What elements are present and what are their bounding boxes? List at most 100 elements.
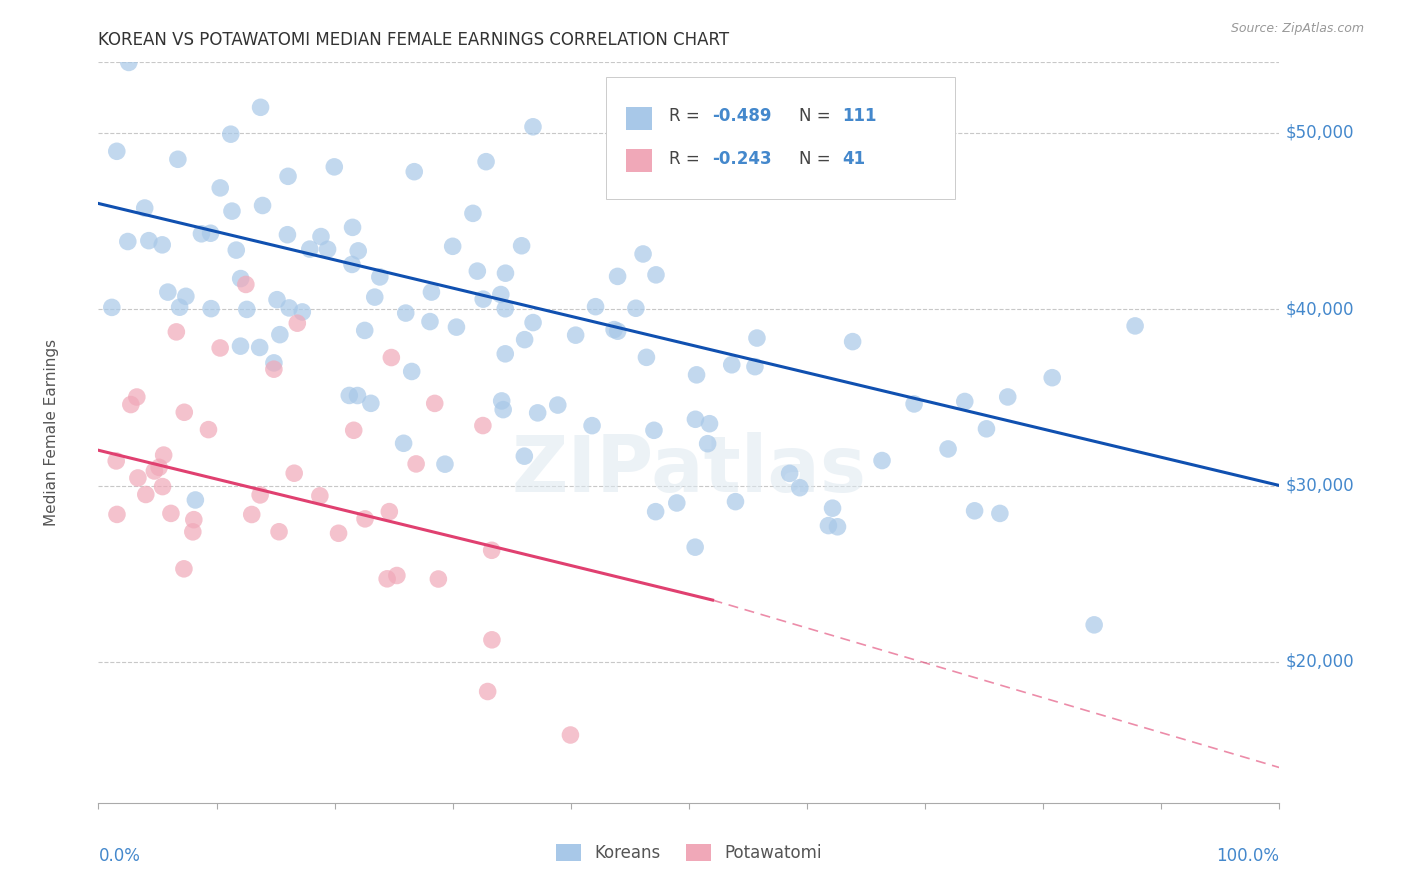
Point <box>105 454 128 468</box>
Point <box>328 526 350 541</box>
Point <box>278 301 301 315</box>
Point <box>174 289 197 303</box>
Point <box>308 489 330 503</box>
Point <box>423 396 446 410</box>
Text: -0.489: -0.489 <box>713 108 772 126</box>
Point <box>105 145 128 159</box>
Point <box>1123 318 1146 333</box>
Point <box>401 364 423 378</box>
Point <box>342 220 364 235</box>
Point <box>526 406 548 420</box>
Point <box>152 480 174 494</box>
Text: $50,000: $50,000 <box>1285 124 1354 142</box>
Point <box>219 127 242 141</box>
Text: 41: 41 <box>842 150 866 168</box>
Point <box>197 423 219 437</box>
Point <box>263 356 285 370</box>
Point <box>323 160 346 174</box>
Point <box>404 164 426 178</box>
Point <box>395 306 418 320</box>
Point <box>225 243 247 257</box>
Text: Median Female Earnings: Median Female Earnings <box>44 339 59 526</box>
Point <box>343 423 366 437</box>
Text: 100.0%: 100.0% <box>1216 847 1279 865</box>
Point <box>685 368 707 382</box>
Point <box>181 524 204 539</box>
Point <box>360 396 382 410</box>
Point <box>337 388 360 402</box>
Point <box>513 449 536 463</box>
Point <box>997 390 1019 404</box>
Text: -0.243: -0.243 <box>713 150 772 168</box>
Point <box>441 239 464 253</box>
Point <box>631 247 654 261</box>
Point <box>143 464 166 478</box>
Point <box>152 448 174 462</box>
Point <box>1040 370 1063 384</box>
Point <box>644 505 666 519</box>
Point <box>378 505 401 519</box>
Point <box>209 341 232 355</box>
Point <box>169 300 191 314</box>
Point <box>491 393 513 408</box>
Point <box>309 229 332 244</box>
Point <box>184 493 207 508</box>
Legend: Koreans, Potawatomi: Koreans, Potawatomi <box>550 837 828 869</box>
Text: Source: ZipAtlas.com: Source: ZipAtlas.com <box>1230 22 1364 36</box>
Point <box>249 488 271 502</box>
Point <box>976 422 998 436</box>
Point <box>263 362 285 376</box>
Point <box>606 269 628 284</box>
Point <box>229 271 252 285</box>
Point <box>779 467 801 481</box>
Point <box>346 388 368 402</box>
Point <box>827 520 849 534</box>
Point <box>249 100 271 114</box>
Point <box>249 341 271 355</box>
Point <box>472 292 495 306</box>
Text: 0.0%: 0.0% <box>98 847 141 865</box>
Point <box>167 153 190 167</box>
Point <box>183 513 205 527</box>
Point <box>699 417 721 431</box>
Point <box>603 323 626 337</box>
Point <box>235 277 257 292</box>
Text: $20,000: $20,000 <box>1285 653 1354 671</box>
Point <box>209 181 232 195</box>
Point <box>385 568 408 582</box>
Point <box>745 331 768 345</box>
Point <box>173 562 195 576</box>
Point <box>200 226 222 240</box>
Point <box>522 120 544 134</box>
Point <box>420 285 443 299</box>
Point <box>375 572 398 586</box>
Text: R =: R = <box>669 150 704 168</box>
Point <box>118 55 141 70</box>
Point <box>513 333 536 347</box>
Point <box>465 264 488 278</box>
Point <box>724 494 747 508</box>
Point <box>481 632 503 647</box>
FancyBboxPatch shape <box>626 107 652 130</box>
Point <box>354 512 377 526</box>
Point <box>229 339 252 353</box>
Point <box>744 359 766 374</box>
Text: N =: N = <box>799 150 835 168</box>
Point <box>190 227 212 241</box>
Point <box>624 301 647 316</box>
Point <box>471 418 494 433</box>
Text: $40,000: $40,000 <box>1285 301 1354 318</box>
Point <box>127 471 149 485</box>
Point <box>475 154 498 169</box>
Point <box>252 198 274 212</box>
Point <box>643 423 665 437</box>
Point <box>200 301 222 316</box>
Point <box>134 201 156 215</box>
Point <box>841 334 863 349</box>
FancyBboxPatch shape <box>626 149 652 172</box>
Point <box>494 301 516 316</box>
Text: 111: 111 <box>842 108 877 126</box>
Point <box>283 467 305 481</box>
Point <box>364 290 387 304</box>
Point <box>276 227 298 242</box>
